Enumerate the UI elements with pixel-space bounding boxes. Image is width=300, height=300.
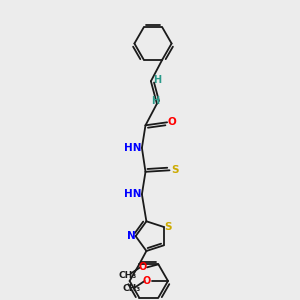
Text: O: O	[168, 117, 177, 127]
Text: HN: HN	[124, 143, 142, 153]
Text: N: N	[127, 230, 136, 241]
Text: CH₃: CH₃	[118, 271, 136, 280]
Text: S: S	[165, 222, 172, 232]
Text: S: S	[171, 165, 178, 175]
Text: O: O	[143, 276, 151, 286]
Text: O: O	[138, 262, 147, 272]
Text: CH₃: CH₃	[123, 284, 141, 293]
Text: H: H	[153, 75, 162, 85]
Text: HN: HN	[124, 189, 142, 199]
Text: H: H	[151, 96, 160, 106]
